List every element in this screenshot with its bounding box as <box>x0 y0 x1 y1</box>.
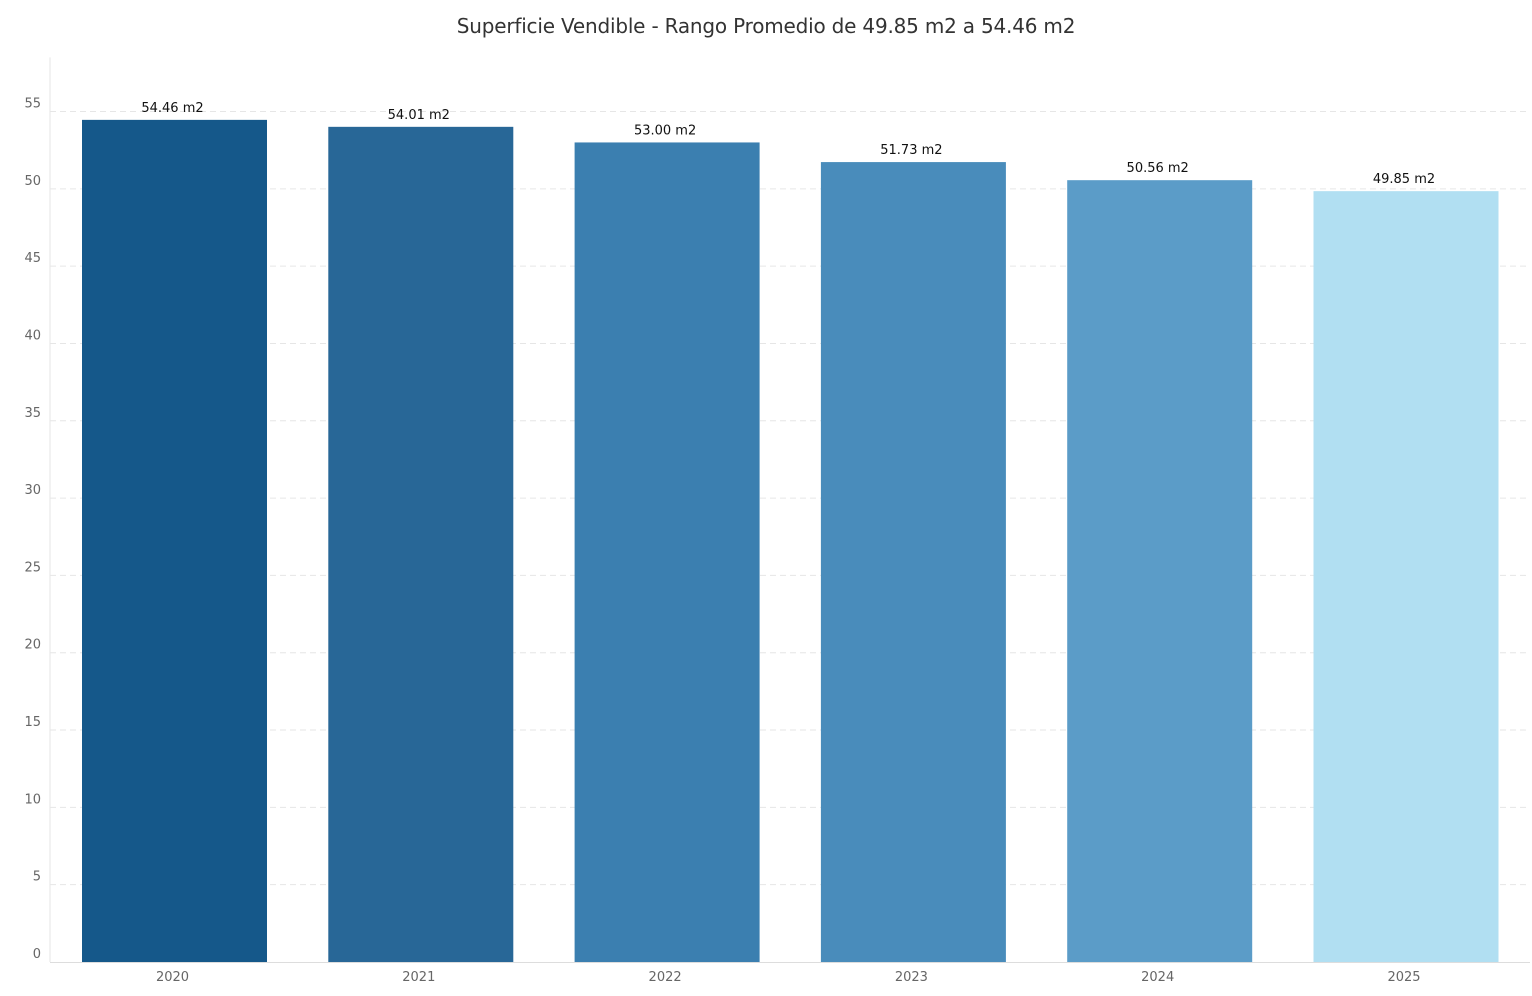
y-tick-label: 55 <box>24 97 41 112</box>
bar-2024[interactable] <box>1067 180 1253 962</box>
data-label-2020: 54.46 m2 <box>141 101 203 116</box>
y-tick-label: 40 <box>24 328 41 343</box>
x-tick-label-2021: 2021 <box>402 970 435 985</box>
x-tick-label-2023: 2023 <box>895 970 928 985</box>
axes <box>49 57 1530 963</box>
bar-2022[interactable] <box>574 142 760 962</box>
bar-2020[interactable] <box>82 119 267 962</box>
y-tick-label: 50 <box>24 174 41 189</box>
bar-2025[interactable] <box>1313 191 1499 962</box>
y-tick-label: 5 <box>33 870 41 885</box>
y-tick-label: 30 <box>24 483 41 498</box>
y-tick-label: 35 <box>24 406 41 421</box>
bars <box>82 119 1499 963</box>
y-tick-label: 45 <box>24 251 41 266</box>
y-tick-label: 15 <box>24 715 41 730</box>
y-tick-label: 25 <box>24 560 41 575</box>
y-tick-label: 20 <box>24 638 41 653</box>
x-tick-label-2020: 2020 <box>156 970 189 985</box>
data-label-2024: 50.56 m2 <box>1127 161 1189 176</box>
y-tick-label: 0 <box>33 947 41 962</box>
bar-2023[interactable] <box>820 162 1006 962</box>
data-label-2021: 54.01 m2 <box>388 108 450 123</box>
y-axis-ticks: 0 5 10 15 20 25 30 35 40 45 50 55 <box>24 97 41 962</box>
y-tick-label: 10 <box>24 792 41 807</box>
data-label-2023: 51.73 m2 <box>880 143 942 158</box>
data-label-2025: 49.85 m2 <box>1373 172 1435 187</box>
data-labels: 54.46 m2 54.01 m2 53.00 m2 51.73 m2 50.56 m2… <box>141 101 1435 187</box>
chart-title: Superficie Vendible - Rango Promedio de … <box>456 14 1076 38</box>
x-tick-label-2025: 2025 <box>1387 970 1420 985</box>
data-label-2022: 53.00 m2 <box>634 123 696 138</box>
x-axis-ticks: 2020 2021 2022 2023 2024 2025 <box>156 970 1421 985</box>
bar-2021[interactable] <box>328 126 514 963</box>
x-tick-label-2022: 2022 <box>649 970 682 985</box>
gridlines <box>50 111 1530 886</box>
x-tick-label-2024: 2024 <box>1141 970 1174 985</box>
